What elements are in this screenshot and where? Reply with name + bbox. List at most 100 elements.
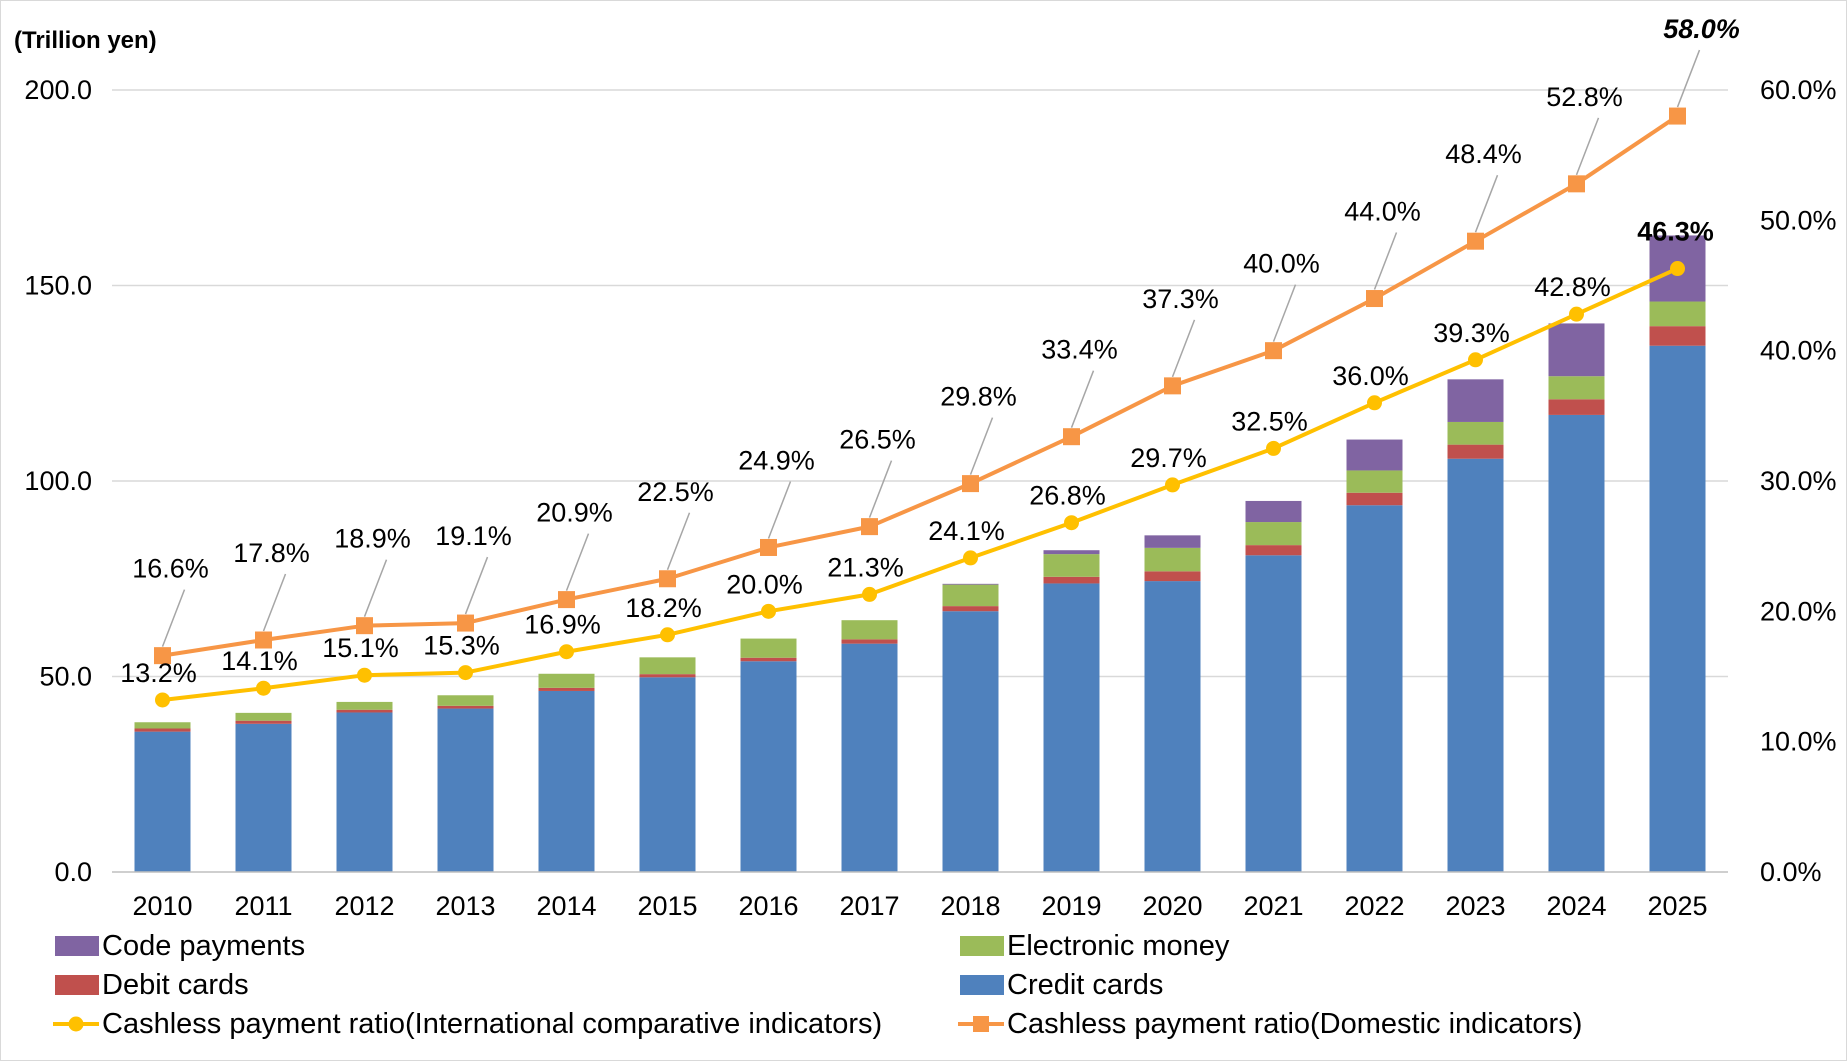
data-labels: 13.2% 14.1% 15.1% 15.3% 16.9% 18.2% 20.0% 21.3%… — [120, 14, 1740, 688]
bar-debit-cards-2015 — [639, 674, 696, 678]
point-cashless-payment-ratio-domestic-indicators-2019 — [1063, 428, 1080, 446]
domestic-label-2011: 17.8% — [233, 538, 310, 568]
point-cashless-payment-ratio-international-comparative-indicators-2019 — [1064, 515, 1079, 531]
bar-debit-cards-2025 — [1649, 326, 1706, 346]
bar-credit-cards-2022 — [1346, 505, 1403, 872]
bar-electronic-money-2014 — [538, 673, 595, 688]
intl-label-2019: 26.8% — [1029, 481, 1106, 511]
bar-code-payments-2023 — [1447, 379, 1504, 422]
point-cashless-payment-ratio-domestic-indicators-2018 — [962, 475, 979, 493]
y-right-tick-label: 60.0% — [1760, 75, 1837, 105]
bar-credit-cards-2012 — [336, 712, 393, 872]
leader-line — [1575, 117, 1600, 176]
point-cashless-payment-ratio-domestic-indicators-2011 — [255, 631, 272, 649]
bar-code-payments-2021 — [1245, 500, 1302, 523]
domestic-label-2013: 19.1% — [435, 521, 512, 551]
y-right-tick-label: 20.0% — [1760, 596, 1837, 626]
intl-label-2013: 15.3% — [423, 631, 500, 661]
x-tick-label: 2014 — [536, 891, 596, 921]
point-cashless-payment-ratio-domestic-indicators-2015 — [659, 570, 676, 588]
legend-label: Cashless payment ratio(International com… — [102, 1008, 882, 1040]
y-right-tick-label: 0.0% — [1760, 857, 1822, 887]
x-tick-label: 2013 — [435, 891, 495, 921]
intl-label-2022: 36.0% — [1332, 361, 1409, 391]
bar-electronic-money-2012 — [336, 701, 393, 710]
bar-electronic-money-2018 — [942, 584, 999, 607]
intl-label-2018: 24.1% — [928, 516, 1005, 546]
bar-electronic-money-2019 — [1043, 554, 1100, 577]
y-right-tick-label: 30.0% — [1760, 466, 1837, 496]
bar-credit-cards-2020 — [1144, 581, 1201, 872]
point-cashless-payment-ratio-international-comparative-indicators-2022 — [1367, 395, 1382, 411]
intl-label-2020: 29.7% — [1130, 443, 1207, 473]
point-cashless-payment-ratio-international-comparative-indicators-2023 — [1468, 352, 1483, 368]
bar-electronic-money-2020 — [1144, 547, 1201, 572]
line-cashless-payment-ratio-international-comparative-indicators — [162, 266, 1679, 702]
point-cashless-payment-ratio-international-comparative-indicators-2010 — [155, 692, 170, 708]
leader-line — [1070, 370, 1095, 428]
bar-electronic-money-2021 — [1245, 522, 1302, 546]
point-cashless-payment-ratio-domestic-indicators-2025 — [1669, 107, 1686, 125]
domestic-label-2024: 52.8% — [1546, 82, 1623, 112]
leader-line — [363, 559, 388, 617]
bar-electronic-money-2011 — [235, 712, 292, 721]
x-tick-label: 2024 — [1546, 891, 1606, 921]
leader-line — [1676, 49, 1701, 108]
domestic-label-2012: 18.9% — [334, 524, 411, 554]
domestic-label-2019: 33.4% — [1041, 335, 1118, 365]
point-cashless-payment-ratio-domestic-indicators-2022 — [1366, 290, 1383, 308]
leader-line — [868, 460, 893, 518]
y-right-tick-label: 40.0% — [1760, 336, 1837, 366]
legend-item-cashless-payment-ratio-international-comparative-indicators: Cashless payment ratio(International com… — [53, 1008, 882, 1040]
bar-electronic-money-2015 — [639, 657, 696, 675]
leader-line — [1474, 174, 1499, 233]
bar-credit-cards-2010 — [134, 731, 191, 872]
intl-label-2023: 39.3% — [1433, 318, 1510, 348]
intl-label-2017: 21.3% — [827, 552, 904, 582]
intl-label-2012: 15.1% — [322, 633, 399, 663]
leader-line — [1373, 232, 1398, 290]
bar-credit-cards-2014 — [538, 690, 595, 872]
point-cashless-payment-ratio-international-comparative-indicators-2013 — [458, 665, 473, 681]
intl-label-2011: 14.1% — [221, 646, 298, 676]
legend-item-code-payments: Code payments — [55, 930, 305, 962]
domestic-label-2022: 44.0% — [1344, 197, 1421, 227]
domestic-label-2010: 16.6% — [132, 554, 209, 584]
leader-line — [1171, 319, 1196, 378]
bar-credit-cards-2015 — [639, 677, 696, 872]
bar-credit-cards-2016 — [740, 661, 797, 872]
domestic-label-2016: 24.9% — [738, 445, 815, 475]
domestic-label-2023: 48.4% — [1445, 139, 1522, 169]
bar-electronic-money-2023 — [1447, 421, 1504, 445]
legend-item-electronic-money: Electronic money — [960, 930, 1230, 962]
x-tick-label: 2018 — [940, 891, 1000, 921]
bar-debit-cards-2023 — [1447, 444, 1504, 459]
bar-credit-cards-2017 — [841, 643, 898, 872]
y-left-tick-label: 100.0 — [24, 466, 92, 496]
x-tick-label: 2015 — [637, 891, 697, 921]
point-cashless-payment-ratio-domestic-indicators-2017 — [861, 518, 878, 536]
x-tick-label: 2025 — [1647, 891, 1707, 921]
bar-code-payments-2020 — [1144, 535, 1201, 548]
legend: Code payments Electronic money Debit cards… — [53, 930, 1582, 1040]
leader-line — [565, 533, 590, 591]
domestic-label-2025: 58.0% — [1663, 14, 1740, 44]
bar-credit-cards-2018 — [942, 611, 999, 872]
x-tick-label: 2021 — [1243, 891, 1303, 921]
bar-electronic-money-2017 — [841, 620, 898, 640]
bar-debit-cards-2011 — [235, 720, 292, 724]
legend-label: Cashless payment ratio(Domestic indicato… — [1007, 1008, 1582, 1040]
legend-label: Code payments — [102, 930, 305, 962]
bar-electronic-money-2010 — [134, 722, 191, 729]
domestic-label-2018: 29.8% — [940, 382, 1017, 412]
bar-credit-cards-2011 — [235, 723, 292, 872]
domestic-label-2014: 20.9% — [536, 498, 613, 528]
bar-credit-cards-2013 — [437, 708, 494, 872]
domestic-label-2021: 40.0% — [1243, 249, 1320, 279]
bar-code-payments-2022 — [1346, 439, 1403, 471]
leader-line — [161, 589, 186, 647]
legend-label: Debit cards — [102, 969, 249, 1001]
legend-swatch — [960, 936, 1004, 956]
